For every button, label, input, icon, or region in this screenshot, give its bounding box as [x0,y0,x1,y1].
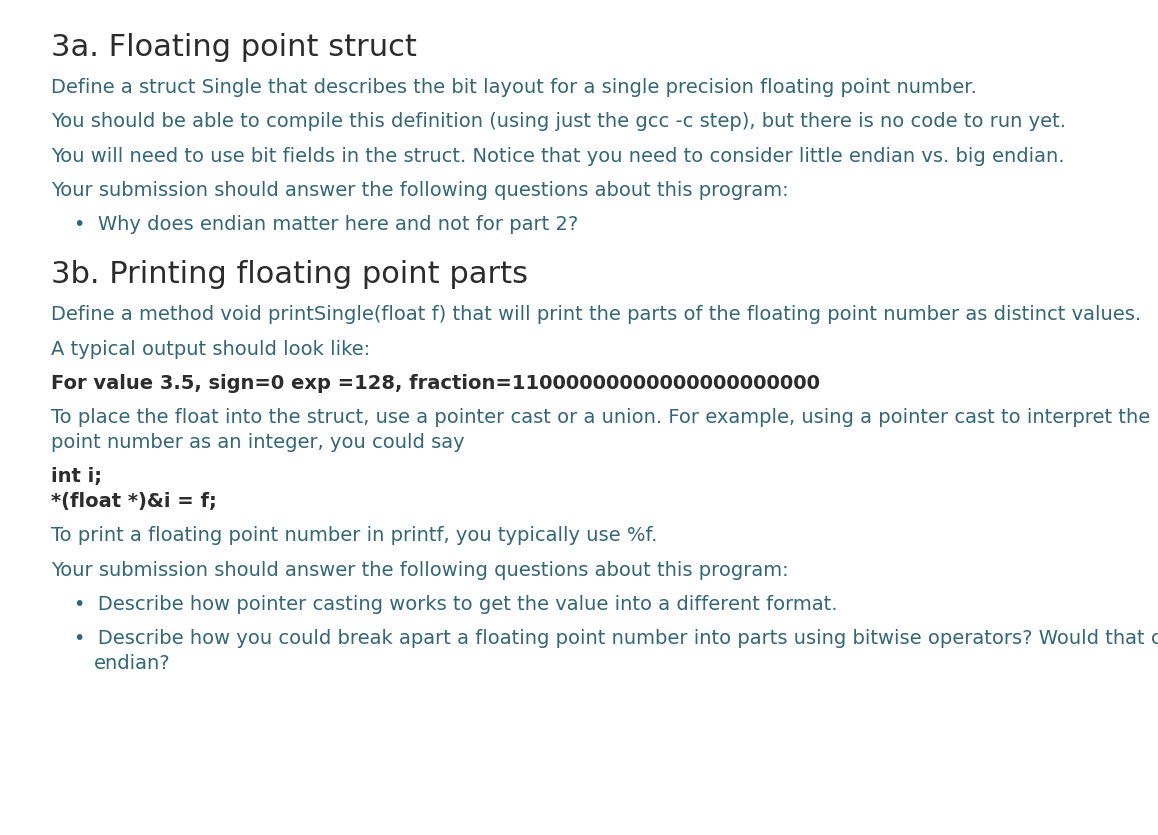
Text: int i;: int i; [51,468,102,487]
Text: You should be able to compile this definition (using just the gcc -c step), but : You should be able to compile this defin… [51,112,1067,131]
Text: point number as an integer, you could say: point number as an integer, you could sa… [51,433,466,452]
Text: You will need to use bit fields in the struct. Notice that you need to consider : You will need to use bit fields in the s… [51,147,1065,165]
Text: •  Why does endian matter here and not for part 2?: • Why does endian matter here and not fo… [74,215,578,235]
Text: For value 3.5, sign=0 exp =128, fraction=11000000000000000000000: For value 3.5, sign=0 exp =128, fraction… [51,374,820,393]
Text: Define a method void printSingle(float f) that will print the parts of the float: Define a method void printSingle(float f… [51,306,1142,324]
Text: Your submission should answer the following questions about this program:: Your submission should answer the follow… [51,181,789,200]
Text: 3a. Floating point struct: 3a. Floating point struct [51,33,417,62]
Text: To place the float into the struct, use a pointer cast or a union. For example, : To place the float into the struct, use … [51,408,1158,428]
Text: To print a floating point number in printf, you typically use %f.: To print a floating point number in prin… [51,526,658,545]
Text: *(float *)&i = f;: *(float *)&i = f; [51,492,218,511]
Text: •  Describe how you could break apart a floating point number into parts using b: • Describe how you could break apart a f… [74,630,1158,649]
Text: 3b. Printing floating point parts: 3b. Printing floating point parts [51,261,528,290]
Text: A typical output should look like:: A typical output should look like: [51,340,371,359]
Text: •  Describe how pointer casting works to get the value into a different format.: • Describe how pointer casting works to … [74,595,837,614]
Text: Your submission should answer the following questions about this program:: Your submission should answer the follow… [51,561,789,579]
Text: endian?: endian? [94,654,170,673]
Text: Define a struct Single that describes the bit layout for a single precision floa: Define a struct Single that describes th… [51,78,977,97]
